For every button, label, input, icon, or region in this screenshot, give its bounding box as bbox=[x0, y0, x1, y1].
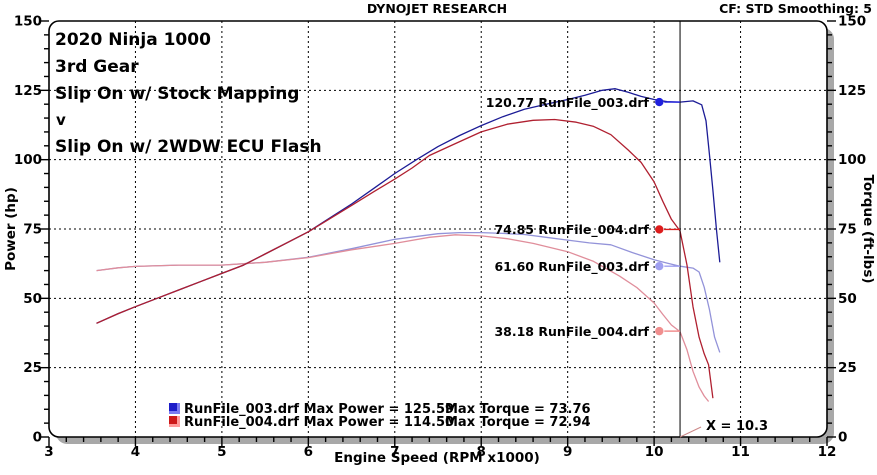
cursor-x-label: X = 10.3 bbox=[706, 419, 768, 434]
rpm-tick-label-8: 8 bbox=[477, 444, 486, 460]
readout-power-run1: 120.77 RunFile_003.drf bbox=[486, 95, 650, 111]
curve-runfile-004-drf-torque bbox=[96, 234, 710, 402]
rpm-tick-label-9: 9 bbox=[563, 444, 572, 460]
right-axis-title: Torque (ft-lbs) bbox=[860, 174, 876, 283]
readout-torque-run2: 38.18 RunFile_004.drf bbox=[494, 324, 649, 340]
correction-factor-label: CF: STD Smoothing: 5 bbox=[719, 1, 872, 16]
rpm-tick-label-4: 4 bbox=[131, 444, 140, 460]
page-title: DYNOJET RESEARCH bbox=[367, 1, 507, 16]
readout-torque-run1: 61.60 RunFile_003.drf bbox=[494, 259, 649, 275]
annotation-run2-description: Slip On w/ 2WDW ECU Flash bbox=[55, 137, 322, 157]
legend-run2-power: RunFile_004.drf Max Power = 114.50 bbox=[184, 415, 454, 430]
power-tick-label-150: 150 bbox=[14, 14, 42, 30]
readout-dot-3 bbox=[655, 326, 664, 336]
torque-tick-label-75: 75 bbox=[838, 222, 857, 238]
rpm-tick-label-3: 3 bbox=[44, 444, 53, 460]
readout-dot-2 bbox=[655, 261, 664, 271]
legend-run1-torque: Max Torque = 73.76 bbox=[445, 402, 591, 417]
readout-power-run2: 74.85 RunFile_004.drf bbox=[494, 222, 649, 238]
torque-tick-label-50: 50 bbox=[838, 291, 857, 307]
power-tick-label-0: 0 bbox=[33, 430, 42, 446]
torque-tick-label-25: 25 bbox=[838, 360, 857, 376]
left-axis-title: Power (hp) bbox=[3, 187, 19, 271]
legend-marker-run2-inner bbox=[169, 416, 177, 424]
cursor-label-leader bbox=[679, 426, 702, 438]
rpm-tick-label-5: 5 bbox=[217, 444, 226, 460]
rpm-tick-label-7: 7 bbox=[390, 444, 399, 460]
power-tick-label-25: 25 bbox=[23, 360, 42, 376]
power-tick-label-75: 75 bbox=[23, 222, 42, 238]
power-tick-label-50: 50 bbox=[23, 291, 42, 307]
annotation-bike-model: 2020 Ninja 1000 bbox=[55, 30, 211, 50]
legend-run2-torque: Max Torque = 72.94 bbox=[445, 415, 591, 430]
legend: RunFile_003.drf Max Power = 125.59 Max T… bbox=[169, 402, 591, 430]
rpm-tick-label-6: 6 bbox=[304, 444, 313, 460]
annotation-versus: v bbox=[56, 111, 66, 129]
power-tick-label-125: 125 bbox=[14, 83, 42, 99]
axis-tick-labels: 0 0 25 25 50 50 75 75 100 100 125 125 150 150 3 4 5 6 7 8 9 1… bbox=[14, 14, 866, 461]
axis-ticks bbox=[40, 20, 836, 446]
gridlines bbox=[49, 21, 827, 437]
torque-tick-label-0: 0 bbox=[838, 430, 847, 446]
legend-marker-run1-inner bbox=[169, 403, 177, 411]
rpm-tick-label-12: 12 bbox=[818, 444, 837, 460]
torque-tick-label-100: 100 bbox=[838, 152, 866, 168]
rpm-tick-label-11: 11 bbox=[731, 444, 750, 460]
annotation-run1-description: Slip On w/ Stock Mapping bbox=[55, 84, 299, 104]
readout-dot-1 bbox=[655, 225, 664, 234]
torque-tick-label-125: 125 bbox=[838, 83, 866, 99]
power-tick-label-100: 100 bbox=[14, 152, 42, 168]
legend-run1-power: RunFile_003.drf Max Power = 125.59 bbox=[184, 402, 454, 417]
readout-dot-0 bbox=[655, 97, 664, 107]
readout-markers bbox=[655, 97, 681, 336]
annotation-gear: 3rd Gear bbox=[55, 57, 139, 77]
torque-tick-label-150: 150 bbox=[838, 14, 866, 30]
x-axis-title: Engine Speed (RPM x1000) bbox=[334, 450, 540, 466]
rpm-tick-label-10: 10 bbox=[645, 444, 664, 460]
